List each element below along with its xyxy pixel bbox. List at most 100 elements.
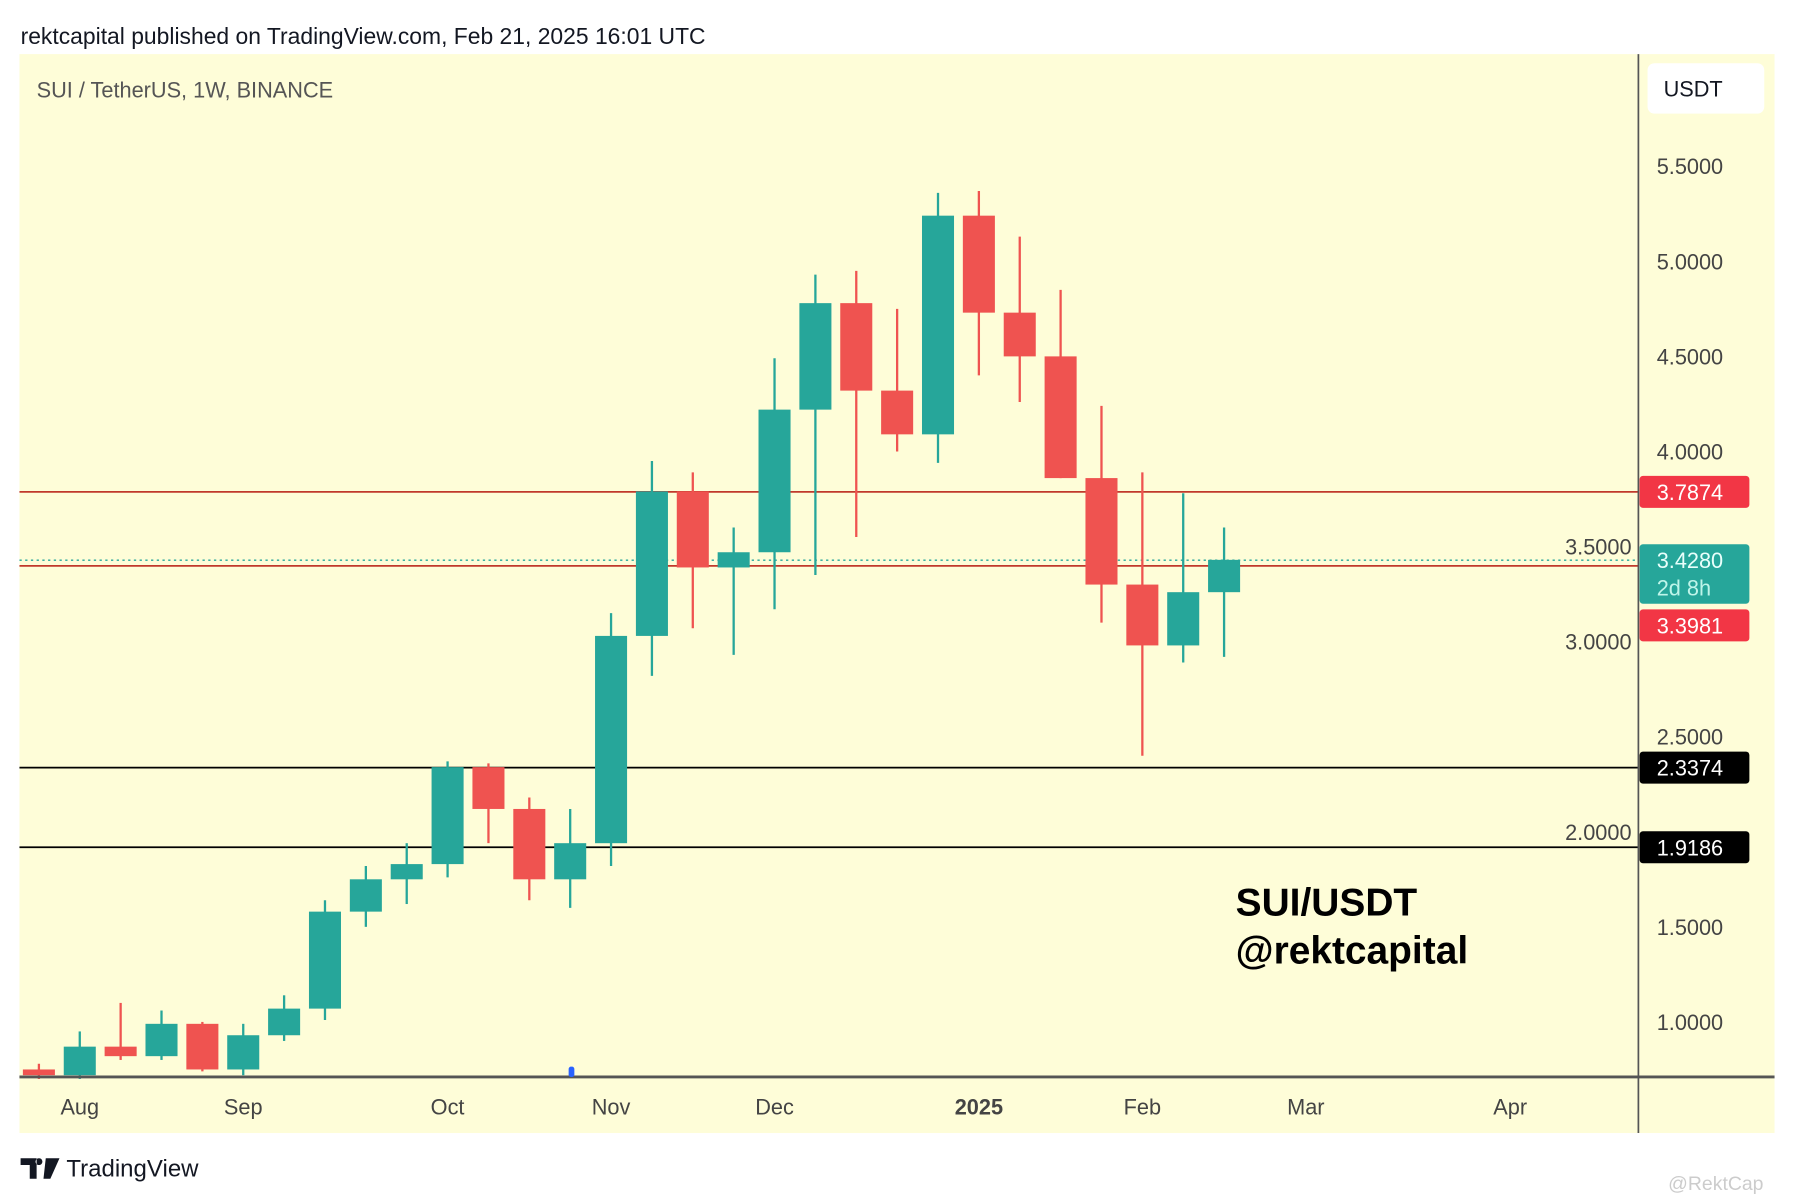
candle[interactable] <box>227 1023 260 1076</box>
candle[interactable] <box>1044 289 1077 479</box>
annotation-author: @rektcapital <box>1236 930 1468 973</box>
candle[interactable] <box>390 843 423 905</box>
candle-body <box>104 1046 137 1057</box>
candle[interactable] <box>554 808 587 908</box>
last-price-label: 3.4280 <box>1657 548 1723 573</box>
candle[interactable] <box>1003 236 1036 403</box>
price-level-label-bg <box>1639 751 1750 784</box>
candle-body <box>921 215 955 435</box>
candle-body <box>349 879 382 912</box>
annotation-pair: SUI/USDT <box>1236 882 1418 925</box>
x-tick-label: 2025 <box>955 1095 1003 1120</box>
tradingview-logo-icon <box>20 1158 60 1179</box>
x-tick-label: Dec <box>755 1095 794 1120</box>
candle[interactable] <box>962 190 995 376</box>
candle[interactable] <box>676 472 709 629</box>
candle[interactable] <box>431 761 464 878</box>
candle[interactable] <box>799 274 832 576</box>
candle-body <box>595 635 628 844</box>
chart-title: SUI / TetherUS, 1W, BINANCE <box>37 78 334 103</box>
price-level-label: 3.7874 <box>1657 480 1723 505</box>
candle[interactable] <box>1085 405 1118 623</box>
candle-body <box>840 303 873 391</box>
candle-body <box>513 808 546 880</box>
price-level-label: 3.3981 <box>1657 613 1723 638</box>
candle-body <box>676 491 709 568</box>
currency-button[interactable] <box>1647 63 1765 114</box>
candle-body <box>758 409 791 553</box>
candle[interactable] <box>472 763 505 844</box>
chart-background <box>19 54 1775 1134</box>
candle[interactable] <box>145 1010 178 1060</box>
candle[interactable] <box>268 995 301 1041</box>
candle[interactable] <box>186 1021 219 1072</box>
candle[interactable] <box>349 865 382 927</box>
y-tick-label: 5.5000 <box>1657 154 1723 179</box>
candle-body <box>145 1023 178 1057</box>
x-tick-label: Mar <box>1287 1095 1324 1120</box>
last-price-label-bg <box>1639 544 1750 604</box>
candle-body <box>22 1069 55 1076</box>
candle-body <box>268 1008 301 1036</box>
x-tick-label: Feb <box>1124 1095 1161 1120</box>
tradingview-logo[interactable]: TradingView <box>20 1155 200 1182</box>
price-level-label-bg <box>1639 831 1750 864</box>
candle[interactable] <box>840 270 873 538</box>
currency-label: USDT <box>1664 76 1723 101</box>
y-tick-label: 5.0000 <box>1657 249 1723 274</box>
y-tick-label: 1.0000 <box>1657 1010 1723 1035</box>
y-tick-label: 3.5000 <box>1565 535 1631 560</box>
candle-body <box>1003 312 1036 357</box>
y-tick-label: 3.0000 <box>1565 630 1631 655</box>
candle[interactable] <box>635 460 668 676</box>
candle-body <box>635 491 668 636</box>
candle[interactable] <box>758 358 791 610</box>
candle-body <box>390 864 423 880</box>
candle-body <box>554 843 587 880</box>
y-tick-label: 2.5000 <box>1657 725 1723 750</box>
y-tick-label: 2.0000 <box>1565 820 1631 845</box>
y-tick-label: 1.5000 <box>1657 915 1723 940</box>
candle[interactable] <box>104 1002 137 1060</box>
candle-body <box>1044 356 1077 479</box>
candle-body <box>431 767 464 865</box>
candle-body <box>717 552 750 568</box>
published-header: rektcapital published on TradingView.com… <box>21 23 706 49</box>
price-level-label: 2.3374 <box>1657 756 1723 781</box>
x-tick-label: Oct <box>431 1095 465 1120</box>
candle[interactable] <box>921 192 955 463</box>
candle[interactable] <box>1208 527 1241 657</box>
x-tick-label: Sep <box>224 1095 263 1120</box>
candle-body <box>1167 592 1200 646</box>
candle-body <box>1126 584 1159 646</box>
candle[interactable] <box>1167 493 1200 663</box>
candle-body <box>1208 559 1241 593</box>
y-tick-label: 4.5000 <box>1657 344 1723 369</box>
candle[interactable] <box>308 900 341 1021</box>
price-level-label-bg <box>1639 475 1750 508</box>
candle-body <box>881 390 914 435</box>
bar-countdown-label: 2d 8h <box>1657 576 1711 601</box>
candle-body <box>227 1035 260 1070</box>
y-tick-label: 4.0000 <box>1657 439 1723 464</box>
candle[interactable] <box>1126 472 1159 756</box>
candle-body <box>799 303 832 410</box>
candle[interactable] <box>881 308 914 452</box>
candle[interactable] <box>513 797 546 901</box>
x-tick-label: Aug <box>60 1095 99 1120</box>
candle-body <box>472 767 505 809</box>
candle[interactable] <box>63 1031 96 1079</box>
price-level-label: 1.9186 <box>1657 835 1723 860</box>
candle-body <box>962 215 995 313</box>
candle-body <box>308 911 341 1009</box>
candle[interactable] <box>595 613 628 866</box>
event-marker[interactable] <box>568 1066 575 1077</box>
price-level-label-bg <box>1639 609 1750 642</box>
candle-body <box>1085 478 1118 585</box>
tradingview-logo-text: TradingView <box>66 1155 199 1182</box>
candle[interactable] <box>717 527 750 655</box>
candle-body <box>63 1046 96 1076</box>
x-tick-label: Nov <box>592 1095 631 1120</box>
x-tick-label: Apr <box>1493 1095 1527 1120</box>
